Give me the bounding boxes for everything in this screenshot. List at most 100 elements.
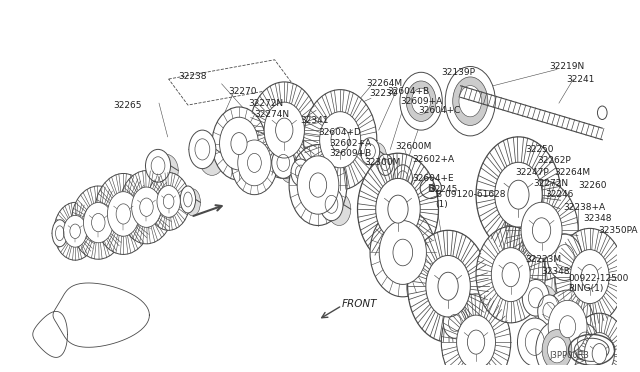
Text: 32219N: 32219N	[549, 62, 584, 71]
Text: FRONT: FRONT	[342, 299, 378, 308]
Ellipse shape	[250, 82, 319, 178]
Text: B: B	[427, 184, 435, 194]
Ellipse shape	[116, 204, 131, 224]
Ellipse shape	[237, 140, 271, 186]
Ellipse shape	[264, 102, 305, 158]
Ellipse shape	[570, 313, 628, 372]
Ellipse shape	[180, 186, 196, 213]
Ellipse shape	[376, 179, 420, 240]
Ellipse shape	[492, 248, 530, 302]
Ellipse shape	[272, 147, 295, 178]
Text: 32223M: 32223M	[525, 255, 561, 264]
Ellipse shape	[505, 180, 578, 280]
Ellipse shape	[548, 300, 587, 353]
Ellipse shape	[426, 256, 470, 317]
Text: 32350PA: 32350PA	[598, 226, 638, 235]
Ellipse shape	[328, 193, 351, 225]
Text: 32250: 32250	[525, 145, 554, 154]
Text: 32270: 32270	[228, 87, 257, 96]
Text: 32341: 32341	[301, 116, 329, 125]
Text: 32260: 32260	[578, 180, 607, 190]
Ellipse shape	[291, 159, 310, 186]
Ellipse shape	[320, 188, 343, 221]
Ellipse shape	[531, 285, 558, 322]
Ellipse shape	[198, 137, 225, 176]
Ellipse shape	[476, 137, 561, 253]
Ellipse shape	[383, 158, 398, 179]
Text: 32264M: 32264M	[366, 79, 403, 89]
Text: 32238+A: 32238+A	[564, 203, 606, 212]
Ellipse shape	[71, 186, 125, 259]
Text: 32602+A: 32602+A	[412, 154, 454, 164]
Ellipse shape	[406, 81, 436, 121]
Text: 32602+A: 32602+A	[330, 139, 372, 148]
Ellipse shape	[444, 307, 467, 338]
Ellipse shape	[83, 202, 113, 243]
Text: RING(1): RING(1)	[568, 283, 604, 293]
Ellipse shape	[598, 106, 607, 119]
Text: 32604+E: 32604+E	[412, 174, 454, 183]
Ellipse shape	[57, 222, 72, 250]
Text: 32348: 32348	[583, 214, 611, 223]
Ellipse shape	[360, 138, 380, 165]
Text: 32604+C: 32604+C	[418, 106, 460, 115]
Ellipse shape	[289, 145, 347, 225]
Ellipse shape	[393, 239, 413, 266]
Text: 32300M: 32300M	[364, 158, 401, 167]
Ellipse shape	[297, 156, 339, 214]
Text: 32348: 32348	[541, 267, 570, 276]
Ellipse shape	[189, 130, 216, 169]
Ellipse shape	[331, 127, 349, 152]
Text: 32238: 32238	[179, 72, 207, 81]
Ellipse shape	[459, 86, 481, 117]
Ellipse shape	[456, 315, 495, 369]
Text: 32604+D: 32604+D	[318, 128, 361, 137]
Ellipse shape	[378, 154, 393, 176]
Ellipse shape	[120, 171, 173, 244]
Ellipse shape	[400, 170, 419, 196]
Ellipse shape	[393, 165, 412, 192]
Ellipse shape	[108, 192, 140, 236]
Text: 32604+B: 32604+B	[387, 87, 429, 96]
Text: 32272N: 32272N	[248, 99, 284, 108]
Ellipse shape	[212, 107, 266, 180]
Text: 32247P: 32247P	[516, 168, 549, 177]
Ellipse shape	[545, 300, 568, 333]
Ellipse shape	[276, 118, 293, 142]
Ellipse shape	[63, 215, 87, 247]
Ellipse shape	[570, 250, 609, 304]
Ellipse shape	[380, 221, 426, 285]
Ellipse shape	[522, 279, 549, 316]
Ellipse shape	[532, 218, 551, 243]
Ellipse shape	[185, 189, 200, 216]
Ellipse shape	[527, 325, 562, 372]
Ellipse shape	[303, 90, 377, 190]
Ellipse shape	[584, 333, 614, 372]
Ellipse shape	[541, 290, 595, 363]
Text: B 09120-61628: B 09120-61628	[436, 190, 505, 199]
Ellipse shape	[408, 230, 488, 342]
Text: 32230: 32230	[369, 89, 397, 98]
Ellipse shape	[542, 330, 572, 370]
Text: 32262P: 32262P	[538, 157, 572, 166]
Ellipse shape	[248, 153, 261, 172]
Ellipse shape	[476, 227, 545, 323]
Text: 32600M: 32600M	[395, 142, 431, 151]
Text: 32274N: 32274N	[255, 110, 289, 119]
Ellipse shape	[54, 202, 97, 260]
Ellipse shape	[231, 131, 278, 195]
Ellipse shape	[388, 195, 408, 223]
Ellipse shape	[592, 344, 607, 364]
Ellipse shape	[412, 88, 431, 114]
Ellipse shape	[220, 117, 259, 170]
Text: 32609+B: 32609+B	[330, 149, 372, 158]
Ellipse shape	[280, 152, 303, 183]
Ellipse shape	[467, 330, 484, 354]
Ellipse shape	[319, 112, 361, 168]
Ellipse shape	[538, 295, 561, 328]
Ellipse shape	[445, 67, 495, 136]
Ellipse shape	[132, 187, 161, 227]
Ellipse shape	[495, 162, 542, 227]
Ellipse shape	[451, 312, 474, 343]
Ellipse shape	[508, 180, 529, 209]
